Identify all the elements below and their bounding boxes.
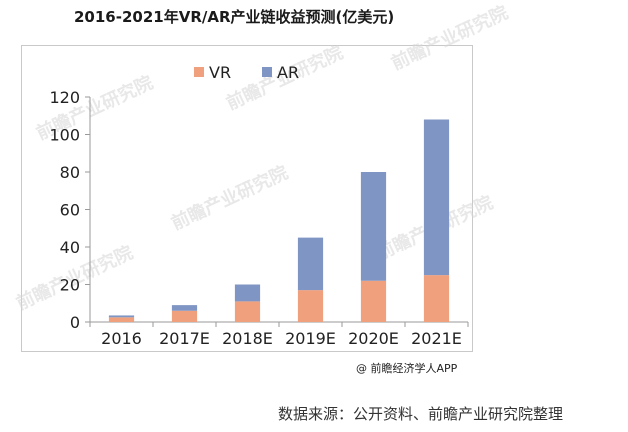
axes: 0 20 40 60 80 100 120 2016 2017E 2018E 2019E 2020E 2… <box>49 88 469 348</box>
bar-vr-2019E <box>297 290 324 322</box>
x-tick-label: 2020E <box>348 329 399 348</box>
bar-vr-2017E <box>171 310 198 322</box>
y-tick-label: 100 <box>49 126 80 145</box>
bar-vr-2018E <box>234 301 261 322</box>
bar-vr-2016 <box>108 317 135 322</box>
y-tick-label: 60 <box>60 201 80 220</box>
bar-ar-2017E <box>171 305 198 311</box>
bar-ar-2016 <box>108 315 135 318</box>
bar-vr-2020E <box>360 280 387 322</box>
chart-title: 2016-2021年VR/AR产业链收益预测(亿美元) <box>74 8 395 26</box>
y-tick-label: 120 <box>49 88 80 107</box>
legend-label-ar: AR <box>277 63 299 82</box>
y-tick-label: 80 <box>60 163 80 182</box>
y-tick-label: 40 <box>60 238 80 257</box>
bar-vr-2021E <box>423 275 450 322</box>
x-tick-label: 2018E <box>222 329 273 348</box>
x-tick-label: 2019E <box>285 329 336 348</box>
bar-ar-2021E <box>423 119 450 276</box>
legend-swatch-vr <box>194 67 204 77</box>
bar-ar-2019E <box>297 237 324 291</box>
x-tick-label: 2016 <box>101 329 142 348</box>
y-tick-label: 0 <box>70 313 80 332</box>
bars <box>108 119 450 322</box>
legend: VR AR <box>194 63 299 82</box>
x-tick-label: 2017E <box>159 329 210 348</box>
legend-swatch-ar <box>262 67 272 77</box>
y-tick-label: 20 <box>60 276 80 295</box>
bar-ar-2018E <box>234 284 261 302</box>
source-note: 数据来源：公开资料、前瞻产业研究院整理 <box>278 405 564 423</box>
bar-ar-2020E <box>360 172 387 281</box>
legend-label-vr: VR <box>209 63 231 82</box>
x-tick-label: 2021E <box>411 329 462 348</box>
watermark-text: 前瞻产业研究院 <box>388 1 511 74</box>
credit-text: @ 前瞻经济学人APP <box>356 362 458 375</box>
watermark-text: 前瞻产业研究院 <box>168 161 291 234</box>
